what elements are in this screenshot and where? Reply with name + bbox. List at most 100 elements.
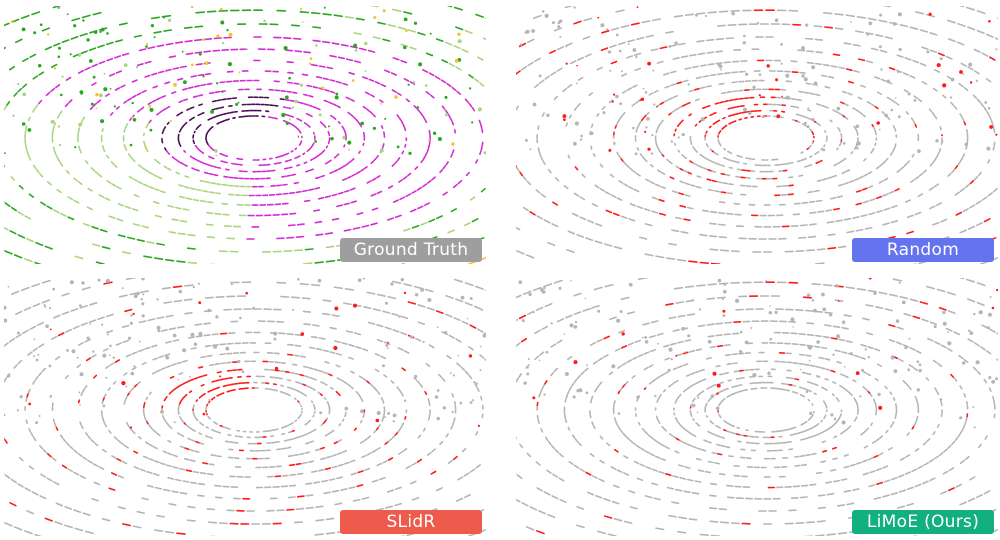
- scan-point: [6, 101, 11, 106]
- scan-point: [571, 434, 576, 439]
- scan-point: [303, 199, 311, 203]
- structure-point: [803, 77, 808, 82]
- structure-point: [403, 399, 407, 402]
- scan-point: [211, 147, 215, 151]
- structure-point: [57, 6, 60, 9]
- scan-point: [954, 437, 959, 442]
- scan-point: [816, 150, 820, 154]
- scan-point: [601, 29, 610, 34]
- scan-point: [139, 468, 146, 472]
- structure-point: [88, 59, 93, 63]
- structure-point: [443, 109, 446, 111]
- scan-point: [76, 364, 82, 369]
- scan-point: [958, 354, 964, 360]
- scan-point: [822, 63, 830, 67]
- scan-point: [73, 449, 78, 454]
- scan-point: [291, 429, 296, 433]
- scan-point: [294, 381, 300, 384]
- scan-point: [382, 38, 391, 42]
- scan-point: [677, 42, 686, 46]
- structure-point: [382, 364, 385, 368]
- scan-point: [909, 75, 916, 79]
- structure-point: [538, 359, 541, 362]
- structure-point: [579, 138, 583, 141]
- scan-point: [427, 416, 431, 421]
- scan-point: [369, 383, 374, 387]
- scan-point: [827, 176, 833, 180]
- scan-point: [15, 38, 23, 44]
- structure-point: [611, 100, 614, 103]
- scan-point: [286, 114, 291, 117]
- structure-point: [412, 81, 416, 84]
- scan-point: [648, 92, 654, 96]
- scan-point: [821, 450, 828, 453]
- scan-point: [164, 419, 167, 423]
- scan-point: [222, 183, 228, 186]
- scan-point: [794, 455, 800, 458]
- scan-point: [469, 468, 476, 473]
- scan-point: [329, 326, 337, 330]
- scan-point: [421, 183, 428, 188]
- scan-point: [796, 432, 801, 435]
- scan-point: [847, 390, 851, 394]
- scan-point: [279, 98, 285, 101]
- scan-point: [289, 123, 294, 126]
- scan-point: [815, 161, 820, 164]
- scan-point: [810, 382, 815, 385]
- scan-point: [919, 29, 929, 33]
- scan-point: [451, 86, 457, 91]
- scan-point: [551, 495, 559, 500]
- scan-point: [127, 97, 132, 101]
- structure-point: [57, 125, 61, 128]
- structure-point: [7, 374, 11, 378]
- scan-point: [709, 113, 714, 117]
- scan-point: [453, 44, 461, 50]
- structure-point: [37, 353, 40, 356]
- scan-point: [453, 417, 456, 422]
- scan-point: [731, 113, 736, 116]
- scan-point: [25, 125, 28, 130]
- scan-point: [645, 450, 651, 454]
- scan-point: [333, 169, 339, 173]
- scan-point: [622, 112, 626, 116]
- structure-point: [518, 280, 523, 284]
- scan-point: [370, 222, 378, 226]
- structure-point: [86, 336, 90, 340]
- scan-point: [711, 149, 715, 153]
- scan-point: [475, 285, 485, 290]
- structure-point: [323, 6, 326, 9]
- scan-point: [398, 389, 402, 394]
- scan-point: [32, 302, 41, 308]
- structure-point: [757, 21, 760, 24]
- scan-point: [928, 186, 935, 191]
- scan-point: [976, 301, 985, 307]
- scan-point: [879, 163, 884, 167]
- scan-point: [291, 91, 298, 94]
- scan-point: [4, 202, 11, 208]
- scan-point: [616, 151, 620, 156]
- scan-point: [621, 73, 628, 77]
- scan-point: [196, 125, 200, 129]
- scan-point: [207, 390, 211, 393]
- scan-point: [674, 400, 677, 404]
- scan-point: [329, 54, 337, 58]
- scan-point: [668, 112, 672, 116]
- scan-point: [847, 352, 854, 356]
- scan-point: [936, 390, 940, 395]
- scan-point: [860, 84, 866, 88]
- scan-point: [947, 19, 956, 24]
- structure-point: [602, 111, 606, 115]
- scan-point: [719, 381, 724, 384]
- scan-point: [696, 12, 706, 15]
- scan-point: [10, 478, 17, 484]
- structure-point: [330, 137, 334, 141]
- scan-point: [229, 111, 235, 114]
- scan-point: [925, 377, 930, 381]
- scan-point: [645, 34, 654, 38]
- scan-point: [297, 155, 301, 158]
- scan-point: [872, 398, 876, 402]
- scan-point: [959, 113, 963, 118]
- structure-point: [235, 102, 239, 106]
- scan-point: [632, 442, 637, 446]
- scan-point: [875, 166, 880, 170]
